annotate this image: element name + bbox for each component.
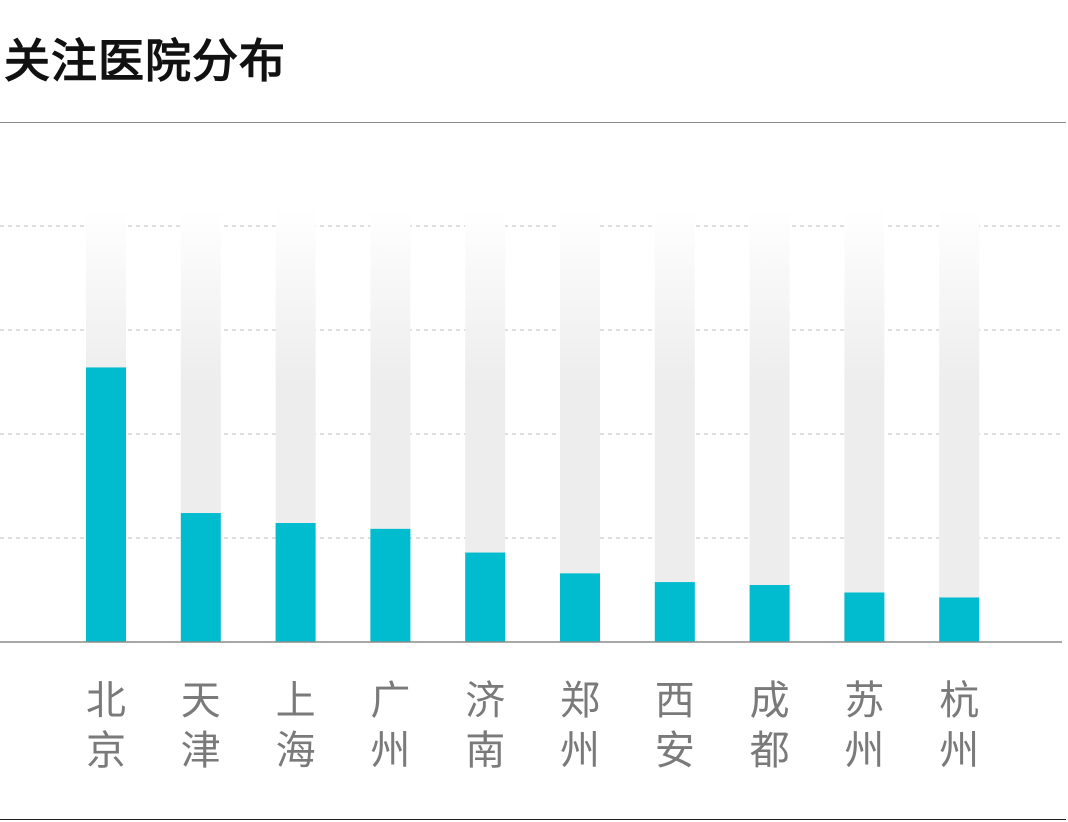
chart-title: 关注医院分布 <box>4 34 286 88</box>
title-divider <box>0 122 1066 123</box>
category-label: 苏州 <box>844 678 884 774</box>
category-label: 郑州 <box>560 678 600 774</box>
bar-track <box>749 208 790 642</box>
bar <box>844 592 885 642</box>
category-label: 上海 <box>276 678 316 774</box>
category-label: 杭州 <box>939 678 979 774</box>
bar <box>749 585 790 642</box>
bar <box>275 523 316 642</box>
bar <box>86 367 126 642</box>
bar-track <box>560 208 600 642</box>
bar-track <box>939 208 980 642</box>
bar <box>465 552 506 642</box>
bar <box>370 528 411 642</box>
bar <box>654 582 695 642</box>
category-label: 北京 <box>86 678 126 774</box>
category-label: 成都 <box>750 678 790 774</box>
bar <box>560 573 600 642</box>
bar-track <box>844 208 885 642</box>
gridlines <box>0 225 1062 539</box>
bars <box>86 367 980 642</box>
bar-track <box>654 208 695 642</box>
category-label: 济南 <box>465 678 505 774</box>
category-label: 西安 <box>655 678 695 774</box>
category-label: 天津 <box>181 678 221 774</box>
bottom-divider <box>0 819 1066 820</box>
category-label: 广州 <box>370 678 410 774</box>
bar <box>939 597 980 642</box>
bar <box>180 513 221 642</box>
